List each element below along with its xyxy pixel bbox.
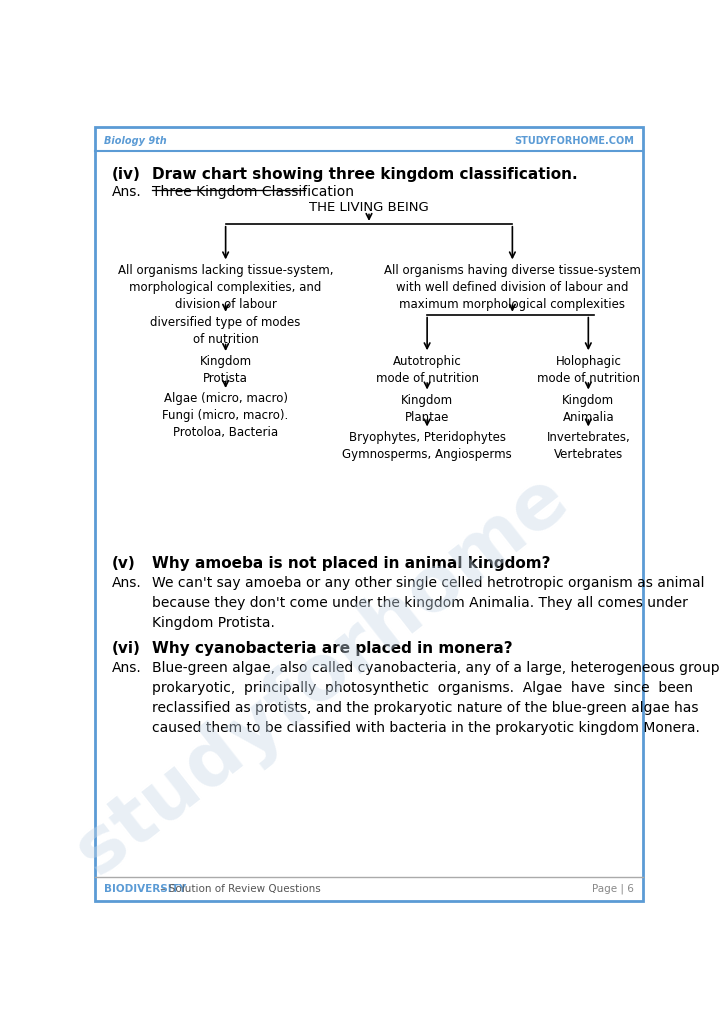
Text: – Solution of Review Questions: – Solution of Review Questions xyxy=(157,884,320,894)
Text: BIODIVERSITY: BIODIVERSITY xyxy=(104,884,186,894)
Text: Draw chart showing three kingdom classification.: Draw chart showing three kingdom classif… xyxy=(152,167,577,182)
Text: (iv): (iv) xyxy=(112,167,140,182)
Text: Three Kingdom Classification: Three Kingdom Classification xyxy=(152,185,354,200)
Text: Autotrophic
mode of nutrition: Autotrophic mode of nutrition xyxy=(376,354,479,385)
Text: (v): (v) xyxy=(112,556,135,571)
Text: STUDYFORHOME.COM: STUDYFORHOME.COM xyxy=(514,136,634,147)
Text: Ans.: Ans. xyxy=(112,576,141,589)
Text: Page | 6: Page | 6 xyxy=(592,884,634,895)
Text: We can't say amoeba or any other single celled hetrotropic organism as animal
be: We can't say amoeba or any other single … xyxy=(152,576,704,630)
Text: Holophagic
mode of nutrition: Holophagic mode of nutrition xyxy=(537,354,640,385)
Text: Blue-green algae, also called cyanobacteria, any of a large, heterogeneous group: Blue-green algae, also called cyanobacte… xyxy=(152,661,720,735)
Text: Ans.: Ans. xyxy=(112,185,141,200)
Text: All organisms having diverse tissue-system
with well defined division of labour : All organisms having diverse tissue-syst… xyxy=(384,264,641,310)
Text: Biology 9th: Biology 9th xyxy=(104,136,167,147)
Text: (vi): (vi) xyxy=(112,641,140,657)
Text: Bryophytes, Pteridophytes
Gymnosperms, Angiosperms: Bryophytes, Pteridophytes Gymnosperms, A… xyxy=(342,431,512,461)
Text: Why cyanobacteria are placed in monera?: Why cyanobacteria are placed in monera? xyxy=(152,641,513,657)
Text: Kingdom
Animalia: Kingdom Animalia xyxy=(562,394,614,423)
Text: Ans.: Ans. xyxy=(112,661,141,675)
Text: Invertebrates,
Vertebrates: Invertebrates, Vertebrates xyxy=(546,431,630,461)
Text: Algae (micro, macro)
Fungi (micro, macro).
Protoloa, Bacteria: Algae (micro, macro) Fungi (micro, macro… xyxy=(163,392,289,440)
Text: Why amoeba is not placed in animal kingdom?: Why amoeba is not placed in animal kingd… xyxy=(152,556,551,571)
Text: All organisms lacking tissue-system,
morphological complexities, and
division of: All organisms lacking tissue-system, mor… xyxy=(118,264,333,310)
Text: diversified type of modes
of nutrition: diversified type of modes of nutrition xyxy=(150,317,301,346)
Text: Kingdom
Plantae: Kingdom Plantae xyxy=(401,394,453,423)
Text: THE LIVING BEING: THE LIVING BEING xyxy=(309,201,429,214)
Text: studyforhome: studyforhome xyxy=(62,460,583,890)
Text: Kingdom
Protista: Kingdom Protista xyxy=(199,355,252,386)
